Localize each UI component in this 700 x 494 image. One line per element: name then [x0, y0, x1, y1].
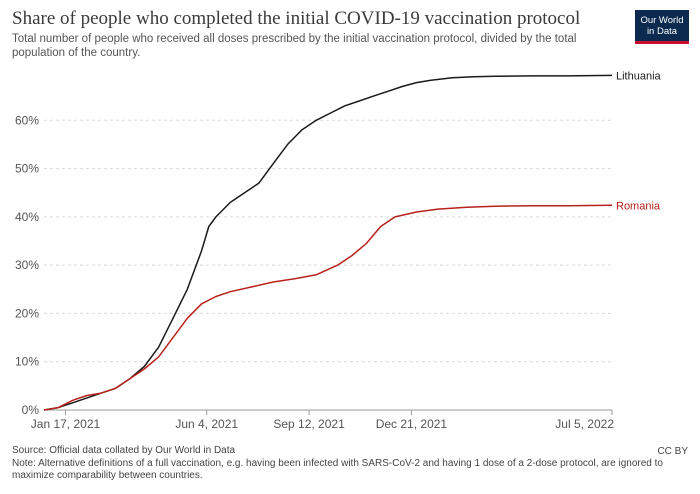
x-tick-label: Sep 12, 2021 — [273, 417, 345, 431]
source-note: Source: Official data collated by Our Wo… — [12, 445, 236, 456]
x-tick-label: Jul 5, 2022 — [555, 417, 614, 431]
x-tick-label: Jun 4, 2021 — [175, 417, 238, 431]
x-tick-label: Jan 17, 2021 — [31, 417, 101, 431]
series-lines — [43, 74, 613, 411]
logo-line-1: Our World — [640, 15, 684, 26]
y-tick-label: 50% — [15, 162, 39, 176]
chart-subtitle: Total number of people who received all … — [12, 33, 577, 59]
axes: 0% 10% 20% 30% 40% 50% 60% Jan 17, 2021 Jun 4, 2… — [15, 113, 614, 431]
series-labels: Lithuania Romania — [616, 70, 662, 212]
series-label-romania[interactable]: Romania — [616, 200, 661, 212]
grid-lines — [44, 119, 612, 363]
x-tick-label: Dec 21, 2021 — [376, 417, 448, 431]
y-tick-label: 20% — [15, 306, 39, 320]
footnote: Note: Alternative definitions of a full … — [12, 458, 663, 481]
y-tick-label: 60% — [15, 113, 39, 127]
y-tick-label: 0% — [22, 403, 40, 417]
y-tick-label: 40% — [15, 210, 39, 224]
owid-logo[interactable]: Our World in Data — [635, 10, 689, 44]
license-link[interactable]: CC BY — [657, 446, 688, 457]
series-line-romania[interactable] — [43, 204, 613, 411]
y-tick-label: 30% — [15, 258, 39, 272]
y-tick-label: 10% — [15, 355, 39, 369]
series-line-lithuania[interactable] — [43, 74, 613, 411]
chart-title: Share of people who completed the initia… — [12, 8, 581, 29]
logo-line-2: in Data — [646, 26, 678, 37]
series-label-lithuania[interactable]: Lithuania — [616, 70, 662, 82]
